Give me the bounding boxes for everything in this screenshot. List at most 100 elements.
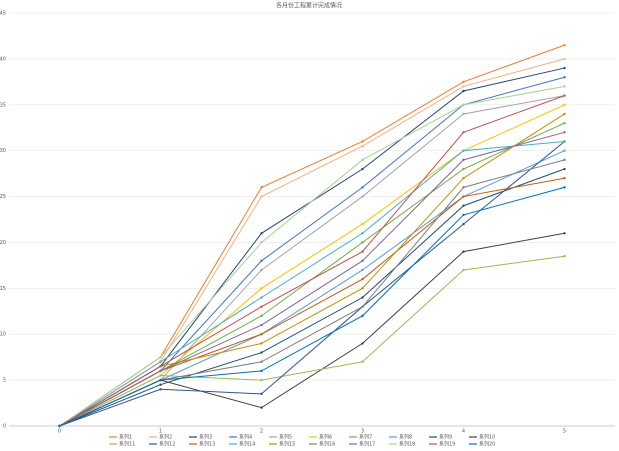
point <box>260 314 263 318</box>
point <box>361 259 364 262</box>
point <box>260 392 263 396</box>
legend-label: 系列18 <box>399 441 415 448</box>
point <box>260 342 263 345</box>
legend-label: 系列4 <box>239 434 252 441</box>
point <box>462 103 465 106</box>
series-line <box>59 95 565 427</box>
point <box>361 277 364 281</box>
y-tick-label: 0 <box>3 424 6 430</box>
point <box>563 167 566 171</box>
point <box>462 204 465 207</box>
legend-label: 系列11 <box>119 441 135 448</box>
legend-label: 系列17 <box>359 441 375 448</box>
point <box>159 378 162 382</box>
point <box>159 355 162 359</box>
point <box>462 131 465 134</box>
point <box>462 177 465 180</box>
point <box>159 360 162 363</box>
legend-label: 系列3 <box>199 434 212 441</box>
y-tick-label: 15 <box>0 286 6 292</box>
point <box>159 388 162 391</box>
point <box>260 378 263 382</box>
series-line <box>59 140 565 427</box>
point <box>361 296 364 299</box>
x-tick-label: 1 <box>159 429 162 435</box>
point <box>563 255 566 258</box>
point <box>58 424 61 428</box>
point <box>361 268 364 272</box>
point <box>563 112 566 116</box>
point <box>260 296 263 299</box>
y-tick-label: 25 <box>0 194 6 200</box>
point <box>563 121 566 125</box>
point <box>260 351 263 354</box>
series-line <box>59 168 565 427</box>
point <box>260 406 263 409</box>
chart-title: 各月份工程累计完成情况 <box>276 2 342 10</box>
point <box>462 149 465 152</box>
x-tick-label: 2 <box>260 429 263 435</box>
series-line <box>59 186 565 427</box>
point <box>361 314 364 318</box>
legend-label: 系列16 <box>319 441 335 448</box>
point <box>361 144 364 148</box>
point <box>361 360 364 363</box>
legend-label: 系列5 <box>279 434 292 441</box>
point <box>563 177 566 180</box>
point <box>159 369 162 373</box>
point <box>260 323 263 327</box>
point <box>563 43 566 47</box>
series-line <box>59 76 565 427</box>
point <box>260 268 263 272</box>
point <box>563 94 566 97</box>
point <box>260 369 263 373</box>
point <box>563 66 566 70</box>
x-tick-label: 0 <box>58 429 61 435</box>
legend-label: 系列6 <box>319 434 332 441</box>
point <box>260 287 263 290</box>
series-line <box>59 131 565 427</box>
point <box>563 158 566 162</box>
legend-label: 系列7 <box>359 434 372 441</box>
point <box>462 158 465 162</box>
series-line <box>59 232 565 427</box>
point <box>462 85 465 88</box>
point <box>563 149 566 152</box>
point <box>361 186 364 189</box>
series-line <box>59 85 565 427</box>
x-tick-label: 5 <box>563 429 566 435</box>
legend-label: 系列1 <box>119 434 132 441</box>
point <box>462 268 465 272</box>
point <box>361 167 364 171</box>
point <box>159 374 162 377</box>
point <box>159 383 162 386</box>
point <box>260 241 263 244</box>
point <box>462 222 465 226</box>
y-tick-label: 10 <box>0 332 6 338</box>
point <box>361 232 364 235</box>
legend-label: 系列19 <box>439 441 455 448</box>
point <box>462 80 465 84</box>
point <box>462 112 465 116</box>
point <box>260 360 263 363</box>
point <box>462 89 465 93</box>
legend-label: 系列2 <box>159 434 172 441</box>
point <box>361 305 364 308</box>
point <box>260 186 263 189</box>
point <box>462 250 465 253</box>
point <box>260 333 263 336</box>
point <box>563 76 566 79</box>
legend-label: 系列13 <box>199 441 215 448</box>
point <box>361 241 364 244</box>
y-tick-label: 30 <box>0 148 6 154</box>
point <box>462 167 465 171</box>
legend-label: 系列15 <box>279 441 295 448</box>
point <box>260 232 263 235</box>
x-tick-label: 3 <box>361 429 364 435</box>
legend-label: 系列20 <box>479 441 495 448</box>
y-tick-label: 5 <box>3 378 6 384</box>
point <box>563 140 566 143</box>
point <box>361 222 364 226</box>
